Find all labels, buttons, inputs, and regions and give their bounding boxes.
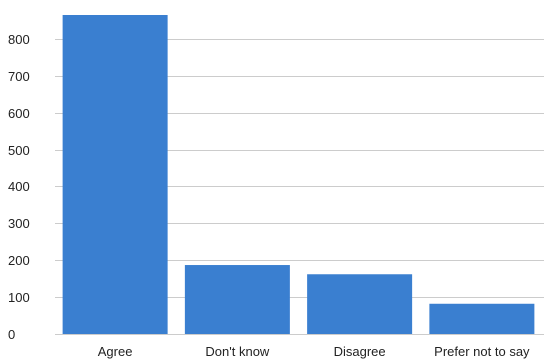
- y-tick-label: 300: [8, 216, 30, 231]
- y-tick-label: 700: [8, 69, 30, 84]
- y-tick-label: 200: [8, 253, 30, 268]
- y-tick-label: 0: [8, 327, 15, 342]
- y-tick-label: 400: [8, 179, 30, 194]
- bar-agree: [62, 15, 168, 334]
- y-axis-ticks: 0 100 200 300 400 500 600 700 800: [8, 32, 30, 342]
- bar-prefer-not-to-say: [429, 303, 535, 334]
- x-category-label: Prefer not to say: [434, 344, 530, 359]
- y-tick-label: 500: [8, 143, 30, 158]
- x-axis-labels: Agree Don't know Disagree Prefer not to say: [98, 344, 530, 359]
- x-category-label: Don't know: [205, 344, 270, 359]
- x-category-label: Disagree: [334, 344, 386, 359]
- bar-disagree: [307, 274, 413, 334]
- y-tick-label: 800: [8, 32, 30, 47]
- y-tick-label: 600: [8, 106, 30, 121]
- bar-don-t-know: [184, 265, 290, 334]
- x-category-label: Agree: [98, 344, 133, 359]
- y-tick-label: 100: [8, 290, 30, 305]
- bars: [62, 15, 535, 334]
